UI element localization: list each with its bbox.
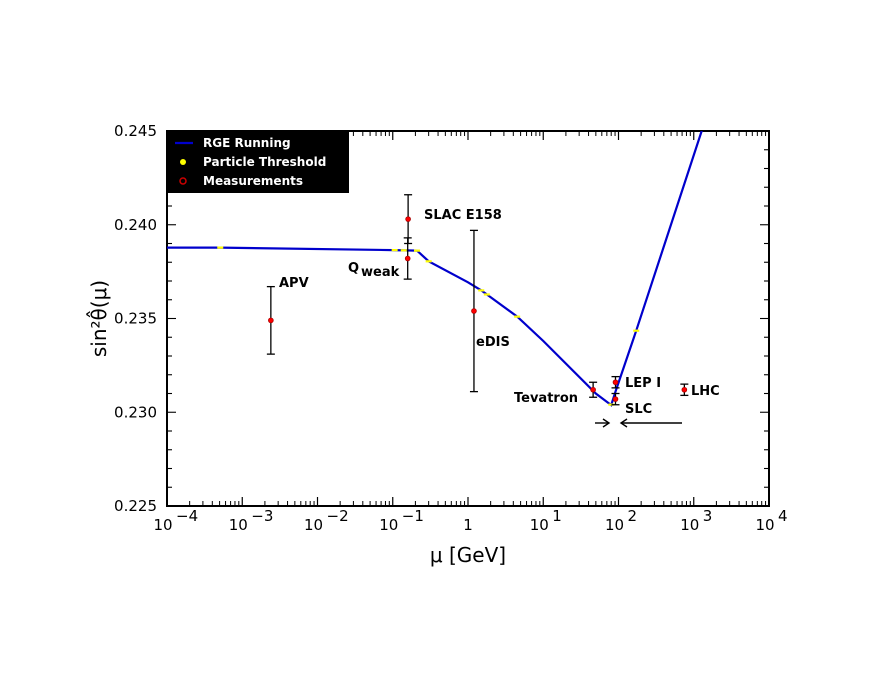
label-slac-e158: SLAC E158 bbox=[424, 208, 502, 223]
y-tick-label: 0.225 bbox=[114, 497, 157, 515]
measurement-point bbox=[471, 308, 477, 314]
measurement-point bbox=[612, 396, 619, 402]
x-tick-label: 1 bbox=[463, 516, 473, 534]
legend-label: Measurements bbox=[203, 174, 303, 188]
label-apv: APV bbox=[279, 276, 309, 291]
x-tick-exponent: −1 bbox=[402, 507, 424, 525]
x-tick-label: 10 −3 bbox=[229, 507, 274, 534]
x-tick-label: 10 −2 bbox=[304, 507, 349, 534]
legend-entry: Particle Threshold bbox=[180, 155, 326, 169]
label-lhc: LHC bbox=[691, 384, 720, 399]
x-tick-label: 10 −1 bbox=[379, 507, 424, 534]
x-tick-exponent: 3 bbox=[703, 507, 713, 525]
measurement-point bbox=[268, 317, 274, 324]
y-tick-label: 0.245 bbox=[114, 122, 157, 140]
x-tick-base: 10 bbox=[755, 516, 774, 534]
x-tick-label: 10 1 bbox=[530, 507, 562, 534]
x-tick-exponent: −2 bbox=[327, 507, 349, 525]
x-tick-label: 10 4 bbox=[755, 507, 787, 534]
measurement-point bbox=[405, 216, 411, 222]
x-tick-label: 10 −4 bbox=[153, 507, 198, 534]
arrow-left-head bbox=[619, 418, 628, 428]
x-tick-base: 10 bbox=[379, 516, 398, 534]
x-tick-exponent: 2 bbox=[628, 507, 638, 525]
measurement-point bbox=[681, 386, 688, 393]
measurement-point bbox=[612, 379, 619, 386]
label-tevatron: Tevatron bbox=[514, 391, 578, 406]
x-tick-base: 1 bbox=[463, 516, 473, 534]
x-tick-base: 10 bbox=[153, 516, 172, 534]
x-tick-base: 10 bbox=[605, 516, 624, 534]
measurement-point bbox=[590, 386, 596, 393]
legend-box bbox=[168, 131, 349, 193]
x-tick-exponent: −4 bbox=[176, 507, 198, 525]
legend-ring-swatch bbox=[179, 177, 187, 185]
measurement-point bbox=[404, 255, 411, 262]
x-tick-exponent: 1 bbox=[552, 507, 562, 525]
annotations: APV Q weak SLAC E158 eDIS Tevatron LEP I SLC LHC bbox=[279, 208, 720, 428]
plot-area bbox=[167, 131, 703, 407]
label-qweak-main: Q bbox=[348, 261, 359, 276]
x-tick-exponent: 4 bbox=[778, 507, 788, 525]
legend-label: RGE Running bbox=[203, 136, 291, 150]
x-axis-label: μ [GeV] bbox=[430, 543, 506, 567]
x-tick-exponent: −3 bbox=[251, 507, 273, 525]
axes: 10 −4 10 −3 10 −2 10 −1 1 10 1 10 2 10 3 10 40.2250.2300… bbox=[86, 122, 787, 567]
y-tick-label: 0.230 bbox=[114, 403, 157, 421]
legend-label: Particle Threshold bbox=[203, 155, 326, 169]
x-tick-base: 10 bbox=[530, 516, 549, 534]
arrow-right-head bbox=[602, 418, 611, 428]
legend-entry: Measurements bbox=[179, 174, 303, 188]
legend: RGE Running Particle Threshold Measurement… bbox=[168, 131, 349, 193]
label-lep-i: LEP I bbox=[625, 376, 661, 391]
x-tick-label: 10 3 bbox=[680, 507, 712, 534]
x-tick-base: 10 bbox=[680, 516, 699, 534]
y-tick-label: 0.235 bbox=[114, 310, 157, 328]
y-tick-label: 0.240 bbox=[114, 216, 157, 234]
y-axis-label: sin²θ̂(μ) bbox=[86, 280, 111, 357]
label-qweak-sub: weak bbox=[361, 265, 400, 280]
x-tick-label: 10 2 bbox=[605, 507, 637, 534]
legend-dot-swatch bbox=[180, 159, 186, 165]
legend-entry: RGE Running bbox=[175, 136, 291, 150]
x-tick-base: 10 bbox=[229, 516, 248, 534]
label-slc: SLC bbox=[625, 402, 652, 417]
x-tick-base: 10 bbox=[304, 516, 323, 534]
label-edis: eDIS bbox=[476, 335, 510, 350]
